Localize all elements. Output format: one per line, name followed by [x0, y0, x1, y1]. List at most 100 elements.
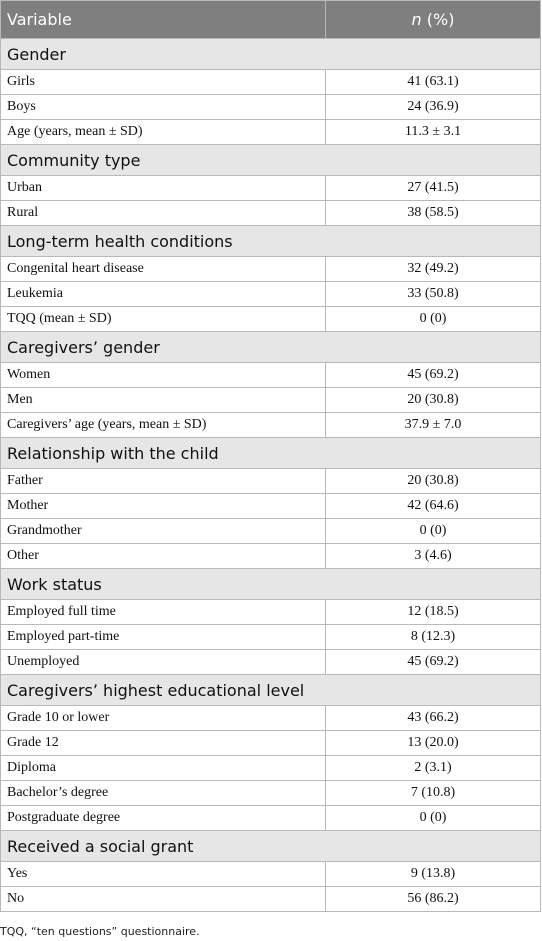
data-row: Rural 38 (58.5) [0, 200, 541, 226]
section-row: Work status [0, 568, 541, 600]
row-label: Employed part-time [0, 624, 326, 650]
section-row: Relationship with the child [0, 437, 541, 469]
row-label: Rural [0, 200, 326, 226]
row-label: Employed full time [0, 599, 326, 625]
row-value: 11.3 ± 3.1 [325, 119, 541, 145]
row-value: 41 (63.1) [325, 69, 541, 95]
row-label: No [0, 886, 326, 912]
section-title: Community type [0, 144, 541, 176]
row-value: 13 (20.0) [325, 730, 541, 756]
row-value: 3 (4.6) [325, 543, 541, 569]
row-value: 32 (49.2) [325, 256, 541, 282]
data-row: Mother 42 (64.6) [0, 493, 541, 519]
header-row: Variable n (%) [0, 0, 541, 39]
row-value: 42 (64.6) [325, 493, 541, 519]
header-text: (%) [426, 10, 455, 29]
data-row: Age (years, mean ± SD) 11.3 ± 3.1 [0, 119, 541, 145]
row-value: 56 (86.2) [325, 886, 541, 912]
row-value: 20 (30.8) [325, 387, 541, 413]
section-row: Caregivers’ gender [0, 331, 541, 363]
data-row: Men 20 (30.8) [0, 387, 541, 413]
header-cell: Variable [0, 0, 326, 39]
row-label: Congenital heart disease [0, 256, 326, 282]
section-title: Gender [0, 38, 541, 70]
row-value: 45 (69.2) [325, 649, 541, 675]
data-row: Leukemia 33 (50.8) [0, 281, 541, 307]
row-value: 2 (3.1) [325, 755, 541, 781]
row-label: Grandmother [0, 518, 326, 544]
row-label: Yes [0, 861, 326, 887]
data-table: Variable n (%) Gender Girls 41 (63.1) Boys 2… [0, 0, 541, 912]
data-row: Caregivers’ age (years, mean ± SD) 37.9 ±… [0, 412, 541, 438]
data-row: Grade 12 13 (20.0) [0, 730, 541, 756]
data-row: No 56 (86.2) [0, 886, 541, 912]
row-label: Urban [0, 175, 326, 201]
data-row: Employed full time 12 (18.5) [0, 599, 541, 625]
section-row: Received a social grant [0, 830, 541, 862]
row-value: 20 (30.8) [325, 468, 541, 494]
row-value: 43 (66.2) [325, 705, 541, 731]
row-value: 24 (36.9) [325, 94, 541, 120]
row-label: Caregivers’ age (years, mean ± SD) [0, 412, 326, 438]
table-body: Gender Girls 41 (63.1) Boys 24 (36.9) Age (ye… [0, 38, 541, 912]
data-row: Grade 10 or lower 43 (66.2) [0, 705, 541, 731]
row-label: Girls [0, 69, 326, 95]
data-row: Urban 27 (41.5) [0, 175, 541, 201]
data-row: Women 45 (69.2) [0, 362, 541, 388]
data-row: TQQ (mean ± SD) 0 (0) [0, 306, 541, 332]
data-row: Boys 24 (36.9) [0, 94, 541, 120]
data-row: Father 20 (30.8) [0, 468, 541, 494]
header-cell: n (%) [325, 0, 541, 39]
section-title: Long-term health conditions [0, 225, 541, 257]
section-title: Caregivers’ gender [0, 331, 541, 363]
row-label: Bachelor’s degree [0, 780, 326, 806]
row-label: Women [0, 362, 326, 388]
data-row: Bachelor’s degree 7 (10.8) [0, 780, 541, 806]
row-value: 38 (58.5) [325, 200, 541, 226]
row-value: 0 (0) [325, 306, 541, 332]
data-row: Grandmother 0 (0) [0, 518, 541, 544]
row-value: 8 (12.3) [325, 624, 541, 650]
row-label: Father [0, 468, 326, 494]
section-row: Long-term health conditions [0, 225, 541, 257]
row-label: Diploma [0, 755, 326, 781]
section-title: Relationship with the child [0, 437, 541, 469]
row-value: 27 (41.5) [325, 175, 541, 201]
row-value: 12 (18.5) [325, 599, 541, 625]
footnote: TQQ, “ten questions” questionnaire. [0, 925, 200, 938]
data-row: Postgraduate degree 0 (0) [0, 805, 541, 831]
row-value: 45 (69.2) [325, 362, 541, 388]
data-row: Congenital heart disease 32 (49.2) [0, 256, 541, 282]
row-label: Leukemia [0, 281, 326, 307]
row-label: Postgraduate degree [0, 805, 326, 831]
row-label: Mother [0, 493, 326, 519]
header-italic: n [411, 10, 422, 29]
row-label: Unemployed [0, 649, 326, 675]
section-title: Work status [0, 568, 541, 600]
data-row: Girls 41 (63.1) [0, 69, 541, 95]
row-label: Grade 10 or lower [0, 705, 326, 731]
row-value: 0 (0) [325, 805, 541, 831]
row-value: 37.9 ± 7.0 [325, 412, 541, 438]
row-label: Boys [0, 94, 326, 120]
row-value: 33 (50.8) [325, 281, 541, 307]
row-label: TQQ (mean ± SD) [0, 306, 326, 332]
row-label: Other [0, 543, 326, 569]
row-value: 7 (10.8) [325, 780, 541, 806]
row-label: Men [0, 387, 326, 413]
section-title: Caregivers’ highest educational level [0, 674, 541, 706]
row-value: 0 (0) [325, 518, 541, 544]
row-label: Age (years, mean ± SD) [0, 119, 326, 145]
data-row: Employed part-time 8 (12.3) [0, 624, 541, 650]
row-value: 9 (13.8) [325, 861, 541, 887]
data-row: Yes 9 (13.8) [0, 861, 541, 887]
section-row: Community type [0, 144, 541, 176]
data-row: Unemployed 45 (69.2) [0, 649, 541, 675]
section-row: Gender [0, 38, 541, 70]
row-label: Grade 12 [0, 730, 326, 756]
section-title: Received a social grant [0, 830, 541, 862]
data-row: Diploma 2 (3.1) [0, 755, 541, 781]
data-row: Other 3 (4.6) [0, 543, 541, 569]
section-row: Caregivers’ highest educational level [0, 674, 541, 706]
